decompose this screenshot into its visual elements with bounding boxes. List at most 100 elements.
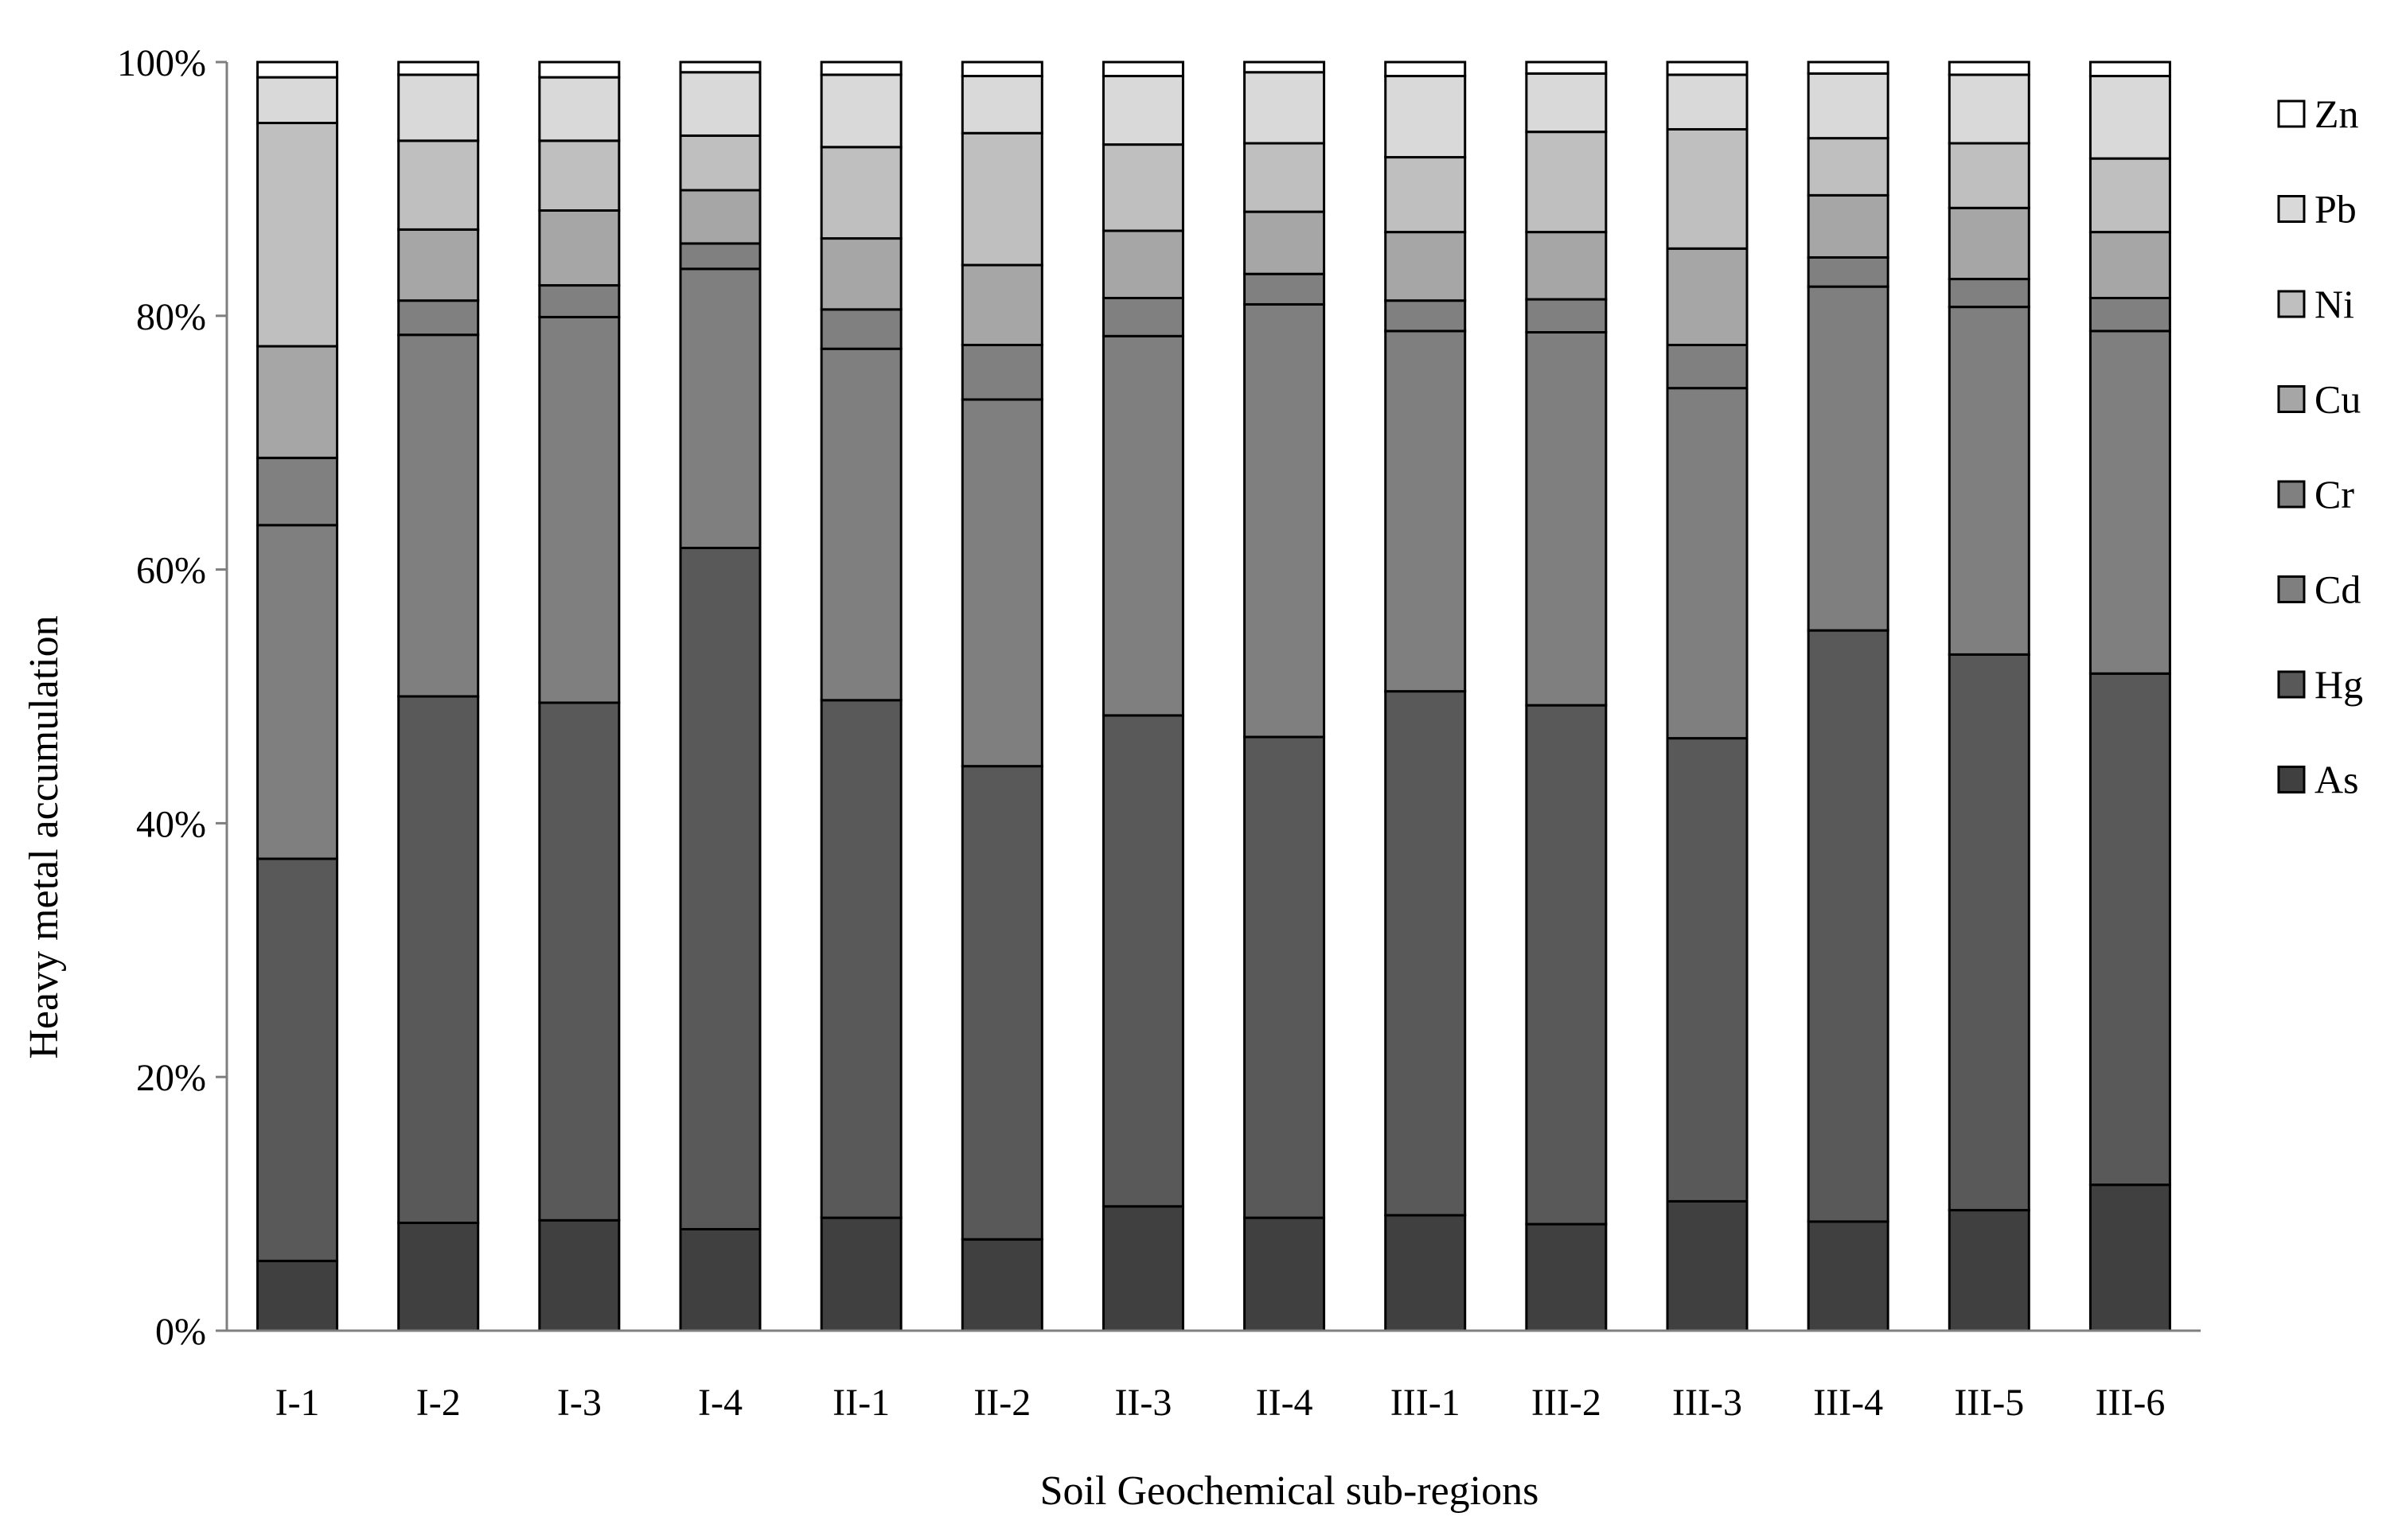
bar-segment-II-1-Cd bbox=[820, 347, 903, 702]
x-tick-label: II-1 bbox=[833, 1382, 890, 1424]
bar-segment-III-6-Pb bbox=[2088, 75, 2171, 160]
bar-segment-III-6-Zn bbox=[2088, 60, 2171, 78]
legend-swatch bbox=[2277, 195, 2306, 223]
bar-segment-II-1-Cr bbox=[820, 308, 903, 350]
bar-segment-I-2-Cu bbox=[397, 228, 480, 302]
bar-segment-III-3-Cr bbox=[1666, 343, 1749, 390]
bar-segment-II-3-Hg bbox=[1102, 714, 1184, 1208]
y-tick-label: 100% bbox=[117, 42, 206, 84]
bar-segment-I-2-Zn bbox=[397, 60, 480, 76]
bar-segment-II-1-As bbox=[820, 1216, 903, 1332]
bar-segment-II-2-Ni bbox=[961, 131, 1043, 267]
plot-area bbox=[256, 60, 2171, 1332]
x-tick-label: III-4 bbox=[1813, 1382, 1883, 1424]
legend-label: Cr bbox=[2314, 472, 2354, 517]
bar-segment-III-6-Hg bbox=[2088, 672, 2171, 1187]
bar-segment-I-3-Cd bbox=[538, 315, 621, 704]
legend-label: Pb bbox=[2314, 187, 2357, 232]
bar-segment-I-4-Cu bbox=[679, 189, 762, 245]
bar-segment-II-1-Hg bbox=[820, 699, 903, 1219]
bar-segment-III-5-Cu bbox=[1948, 206, 2030, 281]
bar-segment-III-5-Cd bbox=[1948, 306, 2030, 656]
legend-item-Ni: Ni bbox=[2277, 282, 2354, 326]
bar-group-III-4 bbox=[1807, 60, 1889, 1332]
bar-segment-I-2-Ni bbox=[397, 139, 480, 231]
bar-segment-I-4-Hg bbox=[679, 547, 762, 1230]
bar-segment-I-1-Ni bbox=[256, 122, 339, 348]
bar-group-III-5 bbox=[1948, 60, 2030, 1332]
bar-segment-II-3-Pb bbox=[1102, 75, 1184, 146]
legend-item-Cr: Cr bbox=[2277, 472, 2354, 517]
bar-segment-I-1-As bbox=[256, 1259, 339, 1332]
y-tick-label: 80% bbox=[136, 296, 206, 338]
bar-segment-III-3-Pb bbox=[1666, 73, 1749, 131]
bar-segment-III-5-As bbox=[1948, 1209, 2030, 1332]
bar-segment-II-3-Cu bbox=[1102, 229, 1184, 299]
bar-segment-I-2-Cd bbox=[397, 333, 480, 698]
legend-label: As bbox=[2314, 758, 2359, 802]
bar-segment-III-5-Pb bbox=[1948, 73, 2030, 145]
bar-segment-III-1-Cr bbox=[1384, 299, 1467, 333]
bar-segment-III-1-As bbox=[1384, 1214, 1467, 1332]
bar-segment-I-3-Hg bbox=[538, 701, 621, 1222]
bar-group-I-3 bbox=[538, 60, 621, 1332]
bar-group-III-3 bbox=[1666, 60, 1749, 1332]
x-axis: I-1 I-2 I-3 I-4 II-1 II-2 II-3 II-4 III-1 III-2 II… bbox=[227, 1329, 2201, 1424]
x-axis-title: Soil Geochemical sub-regions bbox=[1040, 1468, 1539, 1514]
x-tick-label: I-4 bbox=[698, 1382, 743, 1424]
y-axis-title: Heavy metal accumulation bbox=[21, 615, 67, 1059]
bar-segment-I-3-Pb bbox=[538, 76, 621, 142]
bar-segment-II-4-Cd bbox=[1243, 302, 1326, 739]
bar-segment-II-2-Pb bbox=[961, 75, 1043, 135]
bar-segment-II-3-Zn bbox=[1102, 60, 1184, 78]
bar-group-II-2 bbox=[961, 60, 1043, 1332]
legend-swatch bbox=[2277, 575, 2306, 603]
bar-segment-III-4-Cr bbox=[1807, 255, 1889, 288]
x-tick-label: III-5 bbox=[1954, 1382, 2024, 1424]
bar-segment-III-1-Cu bbox=[1384, 231, 1467, 302]
bar-segment-I-2-As bbox=[397, 1222, 480, 1332]
bar-segment-II-3-Cd bbox=[1102, 334, 1184, 717]
bar-group-II-4 bbox=[1243, 60, 1326, 1332]
bar-group-III-2 bbox=[1525, 60, 1608, 1332]
x-tick-label: II-2 bbox=[973, 1382, 1031, 1424]
bar-segment-I-1-Pb bbox=[256, 76, 339, 125]
bar-segment-II-4-Cu bbox=[1243, 210, 1326, 275]
bar-segment-III-6-Cu bbox=[2088, 231, 2171, 299]
bar-segment-I-3-As bbox=[538, 1218, 621, 1332]
bar-segment-III-1-Ni bbox=[1384, 156, 1467, 234]
bar-segment-III-4-Pb bbox=[1807, 72, 1889, 140]
bar-segment-III-3-Ni bbox=[1666, 127, 1749, 250]
bar-segment-I-3-Zn bbox=[538, 60, 621, 79]
bar-segment-III-3-As bbox=[1666, 1199, 1749, 1332]
y-tick-label: 20% bbox=[136, 1057, 206, 1099]
x-tick-label: III-6 bbox=[2095, 1382, 2165, 1424]
bar-segment-I-3-Cu bbox=[538, 209, 621, 287]
legend-item-Pb: Pb bbox=[2277, 187, 2357, 232]
bar-segment-III-4-As bbox=[1807, 1220, 1889, 1332]
legend-swatch bbox=[2277, 670, 2306, 699]
bar-segment-III-4-Cu bbox=[1807, 193, 1889, 259]
bar-group-I-4 bbox=[679, 60, 762, 1332]
bar-segment-II-4-Hg bbox=[1243, 735, 1326, 1219]
bar-segment-III-4-Zn bbox=[1807, 60, 1889, 75]
legend-swatch bbox=[2277, 385, 2306, 413]
legend-item-Hg: Hg bbox=[2277, 662, 2363, 707]
bar-segment-II-4-Pb bbox=[1243, 71, 1326, 145]
bar-segment-II-3-As bbox=[1102, 1205, 1184, 1332]
legend-swatch bbox=[2277, 766, 2306, 793]
bar-group-II-3 bbox=[1102, 60, 1184, 1332]
bar-segment-II-1-Zn bbox=[820, 60, 903, 76]
x-tick-label: I-1 bbox=[275, 1382, 320, 1424]
legend-swatch bbox=[2277, 480, 2306, 509]
bar-segment-III-6-As bbox=[2088, 1183, 2171, 1332]
bar-segment-II-4-Cr bbox=[1243, 272, 1326, 306]
bar-segment-II-3-Ni bbox=[1102, 143, 1184, 232]
legend-swatch bbox=[2277, 290, 2306, 318]
legend-label: Zn bbox=[2314, 92, 2359, 136]
legend-label: Hg bbox=[2314, 662, 2363, 707]
bar-segment-II-2-Cd bbox=[961, 398, 1043, 768]
bar-segment-II-1-Pb bbox=[820, 73, 903, 149]
